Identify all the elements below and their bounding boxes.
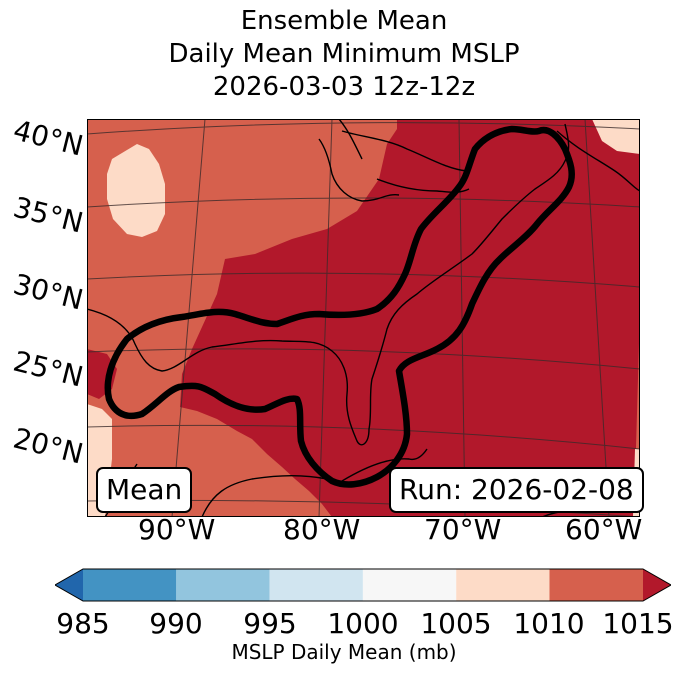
pressure-map [87, 119, 640, 517]
colorbar-bin-1000-1005 [362, 569, 457, 601]
colorbar-extend-low [55, 569, 83, 601]
colorbar-label: MSLP Daily Mean (mb) [231, 640, 457, 664]
title-line-1: Ensemble Mean [240, 6, 448, 36]
high-pressure-region [180, 119, 640, 517]
colorbar-bin-995-1000 [269, 569, 363, 601]
run-date-box: Run: 2026-02-08 [389, 467, 644, 513]
title-line-2: Daily Mean Minimum MSLP [168, 39, 520, 69]
colorbar-bin-1005-1010 [456, 569, 550, 601]
colorbar-bin-990-995 [176, 569, 270, 601]
colorbar-tick-1010: 1010 [513, 607, 585, 640]
lon-label-80w: 80°W [283, 513, 361, 546]
lon-label-60w: 60°W [565, 513, 643, 546]
colorbar [55, 568, 671, 602]
mean-contour [104, 125, 575, 488]
low-patch-west [107, 144, 165, 237]
colorbar-tick-1015: 1015 [602, 607, 674, 640]
low-patch-northeast [592, 119, 640, 154]
colorbar-tick-990: 990 [149, 607, 203, 640]
lon-label-90w: 90°W [138, 513, 216, 546]
colorbar-bin-1010-1015 [549, 569, 643, 601]
colorbar-bin-985-990 [83, 569, 177, 601]
colorbar-tick-1000: 1000 [327, 607, 399, 640]
lat-label-40n: 40°N [10, 113, 87, 163]
colorbar-extend-high [643, 569, 671, 601]
lat-label-30n: 30°N [10, 267, 87, 317]
lat-label-35n: 35°N [10, 190, 87, 240]
title-line-3: 2026-03-03 12z-12z [212, 72, 476, 102]
map-frame [87, 119, 640, 517]
lat-label-20n: 20°N [10, 421, 87, 471]
lat-label-25n: 25°N [10, 344, 87, 394]
colorbar-tick-1005: 1005 [420, 607, 492, 640]
lon-label-70w: 70°W [424, 513, 502, 546]
colorbar-tick-985: 985 [56, 607, 110, 640]
colorbar-tick-995: 995 [243, 607, 297, 640]
mean-label-box: Mean [96, 467, 193, 513]
